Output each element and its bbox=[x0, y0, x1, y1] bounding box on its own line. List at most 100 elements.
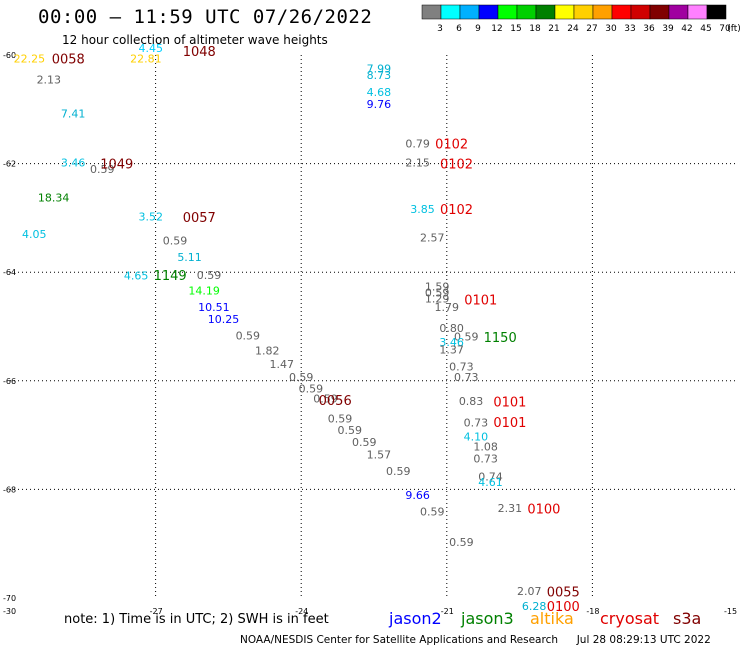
swh-reading: 4.45 bbox=[138, 42, 163, 55]
swh-reading: 0.73 bbox=[464, 417, 489, 430]
page-subtitle: 12 hour collection of altimeter wave hei… bbox=[62, 33, 328, 47]
color-swatch bbox=[573, 4, 594, 20]
color-swatch bbox=[649, 4, 670, 20]
color-scale-tick-label: 12 bbox=[491, 24, 502, 34]
credit-text: NOAA/NESDIS Center for Satellite Applica… bbox=[240, 634, 558, 646]
color-swatch bbox=[630, 4, 651, 20]
color-scale-tick-label: 3 bbox=[437, 24, 443, 34]
swh-reading: 4.61 bbox=[478, 476, 503, 489]
swh-reading: 8.73 bbox=[367, 69, 392, 82]
satellite-jason3-label: jason3 bbox=[461, 609, 514, 628]
latitude-label: -70 bbox=[3, 594, 16, 603]
color-scale-tick-label: 15 bbox=[510, 24, 521, 34]
pass-time-label: 0100 bbox=[547, 600, 580, 615]
longitude-label: -21 bbox=[441, 607, 454, 616]
swh-reading: 1.57 bbox=[367, 449, 392, 462]
color-swatch bbox=[497, 4, 518, 20]
latitude-label: -68 bbox=[3, 485, 16, 494]
swh-reading: 1.29 bbox=[425, 292, 450, 305]
color-swatch bbox=[592, 4, 613, 20]
longitude-label: -18 bbox=[586, 607, 599, 616]
swh-reading: 1.79 bbox=[435, 301, 460, 314]
swh-reading: 10.51 bbox=[198, 301, 230, 314]
swh-reading: 0.59 bbox=[163, 235, 188, 248]
swh-reading: 4.10 bbox=[464, 431, 489, 444]
swh-reading: 9.76 bbox=[367, 98, 392, 111]
color-scale-tick-label: 36 bbox=[643, 24, 655, 34]
longitude-label: -24 bbox=[295, 607, 308, 616]
swh-reading: 0.74 bbox=[478, 470, 503, 483]
longitude-label: -27 bbox=[150, 607, 163, 616]
wave-height-readings: 22.254.4522.812.137.413.460.5918.344.053… bbox=[14, 42, 547, 613]
swh-reading: 2.13 bbox=[37, 73, 62, 86]
swh-reading: 2.57 bbox=[420, 231, 445, 244]
swh-reading: 22.81 bbox=[130, 52, 162, 65]
swh-reading: 22.25 bbox=[14, 52, 46, 65]
pass-time-label: 0101 bbox=[493, 395, 526, 410]
longitude-label: -30 bbox=[3, 607, 16, 616]
swh-reading: 0.59 bbox=[328, 412, 353, 425]
swh-reading: 4.68 bbox=[367, 86, 392, 99]
pass-time-label: 0102 bbox=[440, 158, 473, 173]
swh-reading: 2.15 bbox=[405, 157, 430, 170]
swh-reading: 0.59 bbox=[420, 506, 445, 519]
color-scale-unit: (ft) bbox=[727, 24, 740, 34]
swh-reading: 4.65 bbox=[124, 269, 149, 282]
color-swatch bbox=[554, 4, 575, 20]
color-swatch bbox=[516, 4, 537, 20]
pass-time-label: 0057 bbox=[183, 211, 216, 226]
color-swatch bbox=[535, 4, 556, 20]
swh-reading: 0.59 bbox=[352, 436, 377, 449]
swh-reading: 0.59 bbox=[425, 286, 450, 299]
satellite-altika-label: altika bbox=[530, 609, 574, 628]
coordinate-labels: -60 -62 -64 -66 -68 -70 -30 -27 -24 -21 -18 -15 bbox=[3, 51, 737, 616]
color-scale-tick-label: 42 bbox=[681, 24, 692, 34]
page-title: 00:00 – 11:59 UTC 07/26/2022 bbox=[38, 6, 373, 28]
swh-reading: 0.73 bbox=[454, 371, 479, 384]
swh-reading: 0.59 bbox=[90, 163, 115, 176]
swh-reading: 0.59 bbox=[289, 371, 314, 384]
swh-reading: 7.99 bbox=[367, 63, 392, 76]
pass-time-label: 0102 bbox=[435, 138, 468, 153]
color-scale-tick-label: 45 bbox=[700, 24, 711, 34]
swh-reading: 1.82 bbox=[255, 344, 280, 357]
pass-time-label: 1048 bbox=[183, 45, 216, 60]
swh-reading: 0.83 bbox=[459, 395, 484, 408]
color-scale-legend: 3 6 9 12 15 18 21 24 27 30 33 36 39 42 45 70(ft) bbox=[421, 4, 740, 34]
swh-reading: 9.66 bbox=[405, 489, 430, 502]
swh-reading: 6.28 bbox=[522, 600, 547, 613]
pass-time-label: 1149 bbox=[154, 269, 187, 284]
pass-time-label: 0100 bbox=[527, 502, 560, 517]
satellite-jason2-label: jason2 bbox=[389, 609, 442, 628]
pass-time-label: 0058 bbox=[52, 52, 85, 67]
swh-reading: 1.08 bbox=[473, 441, 498, 454]
swh-reading: 3.46 bbox=[439, 336, 464, 349]
color-swatch bbox=[611, 4, 632, 20]
swh-reading: 0.80 bbox=[439, 322, 464, 335]
pass-time-label: 0055 bbox=[547, 585, 580, 600]
color-scale-tick-label: 39 bbox=[662, 24, 674, 34]
footer-credit: NOAA/NESDIS Center for Satellite Applica… bbox=[240, 634, 711, 646]
swh-reading: 0.59 bbox=[236, 330, 261, 343]
swh-reading: 14.19 bbox=[188, 285, 220, 298]
swh-reading: 3.52 bbox=[138, 210, 163, 223]
latitude-label: -64 bbox=[3, 268, 16, 277]
color-scale-tick-label: 6 bbox=[456, 24, 462, 34]
satellite-cryosat-label: cryosat bbox=[600, 609, 660, 628]
swh-reading: 0.59 bbox=[313, 393, 338, 406]
generated-timestamp: Jul 28 08:29:13 UTC 2022 bbox=[576, 634, 711, 646]
color-scale-tick-label: 33 bbox=[624, 24, 635, 34]
latitude-label: -60 bbox=[3, 51, 16, 60]
color-scale-tick-label: 27 bbox=[586, 24, 597, 34]
swh-reading: 10.25 bbox=[208, 313, 240, 326]
swh-reading: 1.59 bbox=[425, 280, 450, 293]
swh-reading: 3.85 bbox=[410, 203, 435, 216]
pass-time-label: 1150 bbox=[484, 331, 517, 346]
satellite-s3a-label: s3a bbox=[673, 609, 702, 628]
graticule bbox=[10, 55, 738, 598]
longitude-label: -15 bbox=[724, 607, 737, 616]
color-scale-tick-label: 70 bbox=[719, 24, 731, 34]
swh-reading: 3.46 bbox=[61, 157, 86, 170]
latitude-label: -62 bbox=[3, 160, 16, 169]
